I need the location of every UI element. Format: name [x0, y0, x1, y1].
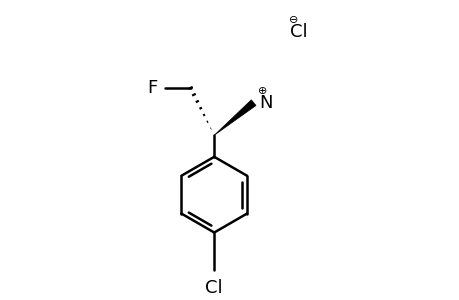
- Text: ⊖: ⊖: [289, 15, 298, 25]
- Text: F: F: [147, 79, 157, 97]
- Text: N: N: [258, 94, 272, 112]
- Text: ⊕: ⊕: [257, 86, 267, 96]
- Text: Cl: Cl: [205, 279, 223, 297]
- Text: Cl: Cl: [290, 23, 308, 41]
- Polygon shape: [214, 100, 256, 135]
